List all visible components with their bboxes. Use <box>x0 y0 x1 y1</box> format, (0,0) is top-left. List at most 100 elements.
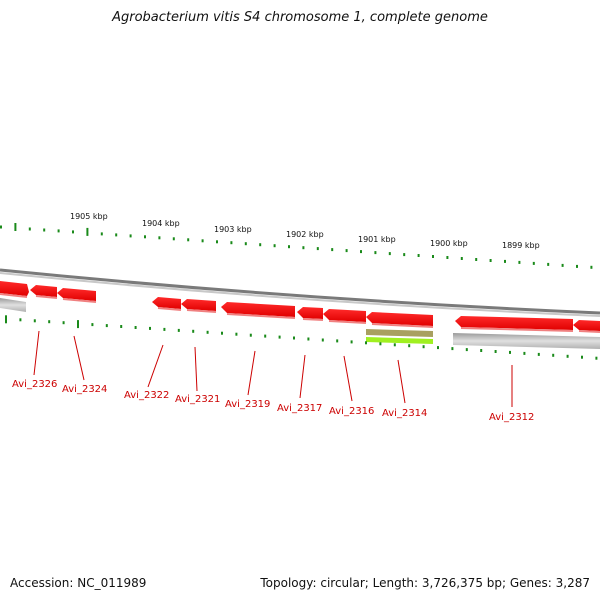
gene-arrow <box>57 288 96 301</box>
scale-tick <box>437 346 439 350</box>
gene-leader-line <box>343 355 353 402</box>
gene-label[interactable]: Avi_2321 <box>175 394 220 405</box>
scale-tick <box>360 250 362 254</box>
gene-highlight-top <box>366 329 433 337</box>
accession-text: Accession: NC_011989 <box>10 576 147 590</box>
scale-tick <box>77 320 79 329</box>
gene-arrow <box>0 281 29 296</box>
scale-tick <box>581 355 583 359</box>
scale-tick <box>451 347 454 351</box>
scale-tick <box>206 330 209 334</box>
scale-tick <box>221 331 223 335</box>
scale-tick <box>403 253 406 257</box>
scale-tick <box>86 227 89 236</box>
scale-tick <box>422 345 425 349</box>
gene-label[interactable]: Avi_2319 <box>225 399 270 410</box>
scale-tick <box>14 223 17 231</box>
scale-tick <box>393 343 396 347</box>
scale-tick <box>33 319 36 323</box>
gene-highlight-bottom <box>366 337 433 344</box>
scale-tick <box>293 336 295 340</box>
scale-tick <box>177 328 180 332</box>
scale-tick <box>43 228 46 232</box>
gene-arrow-shadow <box>0 293 600 333</box>
scale-tick <box>537 352 540 356</box>
scale-label: 1901 kbp <box>358 235 396 244</box>
scale-tick <box>365 341 367 345</box>
scale-tick <box>192 329 195 333</box>
genome-summary-text: Topology: circular; Length: 3,726,375 bp… <box>260 576 590 590</box>
chromosome-backbone-shadow <box>0 272 600 317</box>
scale-tick <box>5 315 7 324</box>
scale-tick <box>417 254 420 257</box>
scale-tick <box>331 248 334 252</box>
gene-leader-line <box>397 359 406 404</box>
chromosome-backbone <box>0 268 600 315</box>
scale-tick <box>336 339 339 343</box>
gene-label[interactable]: Avi_2324 <box>62 384 107 395</box>
gene-leader-line <box>147 344 164 388</box>
gene-leader-line <box>194 346 198 392</box>
gene-label[interactable]: Avi_2317 <box>277 403 322 414</box>
gene-arrow <box>30 285 57 297</box>
scale-tick <box>379 342 382 346</box>
scale-tick <box>460 257 463 260</box>
scale-tick <box>288 245 290 249</box>
scale-tick <box>523 351 526 355</box>
gene-label[interactable]: Avi_2316 <box>329 406 374 417</box>
scale-label: 1905 kbp <box>70 212 108 221</box>
gene-leader-line <box>73 335 85 381</box>
scale-tick <box>566 354 569 358</box>
scale-tick <box>532 261 535 265</box>
gene-leader-line <box>299 354 306 399</box>
scale-tick <box>19 318 22 322</box>
scale-tick <box>307 337 310 341</box>
gene-arrow <box>181 299 216 311</box>
gene-arrows <box>0 281 600 333</box>
scale-tick <box>28 227 31 231</box>
scale-tick <box>432 255 434 258</box>
scale-tick <box>244 242 247 246</box>
scale-tick <box>475 258 478 261</box>
scale-tick <box>446 256 449 259</box>
scale-tick <box>345 249 348 253</box>
scale-tick <box>0 225 2 229</box>
scale-tick <box>72 230 74 234</box>
scale-tick <box>408 344 411 348</box>
gene-label[interactable]: Avi_2312 <box>489 412 534 423</box>
scale-tick <box>120 325 123 328</box>
scale-tick <box>595 356 598 360</box>
map-title: Agrobacterium vitis S4 chromosome 1, com… <box>112 10 488 25</box>
scale-tick <box>374 251 377 255</box>
scale-label: 1899 kbp <box>502 241 540 250</box>
gene-arrow <box>573 320 600 331</box>
scale-tick <box>62 321 65 325</box>
scale-tick <box>201 239 204 243</box>
gene-label[interactable]: Avi_2322 <box>124 390 169 401</box>
gene-labels: Avi_2326 Avi_2324 Avi_2322 Avi_2321 Avi_2319… <box>12 330 534 423</box>
scale-tick <box>249 333 252 337</box>
scale-tick <box>561 263 564 267</box>
scale-tick <box>576 264 578 268</box>
scale-tick <box>278 335 281 339</box>
scale-tick <box>259 243 262 247</box>
scale-ticks-top <box>0 223 593 269</box>
gene-label[interactable]: Avi_2326 <box>12 379 57 390</box>
scale-tick <box>172 237 175 241</box>
scale-ticks-bottom <box>5 315 598 360</box>
scale-tick <box>91 323 94 327</box>
scale-tick <box>144 235 146 239</box>
scale-tick <box>494 350 497 353</box>
scale-tick <box>350 340 353 344</box>
scale-tick <box>321 338 324 342</box>
scale-label: 1900 kbp <box>430 239 468 248</box>
scale-tick <box>187 238 190 242</box>
scale-tick <box>547 262 550 266</box>
gene-band-left <box>0 298 26 312</box>
scale-tick <box>552 353 555 357</box>
gene-label[interactable]: Avi_2314 <box>382 408 427 419</box>
scale-tick <box>149 326 151 330</box>
scale-tick <box>235 332 238 336</box>
scale-tick <box>230 241 233 245</box>
